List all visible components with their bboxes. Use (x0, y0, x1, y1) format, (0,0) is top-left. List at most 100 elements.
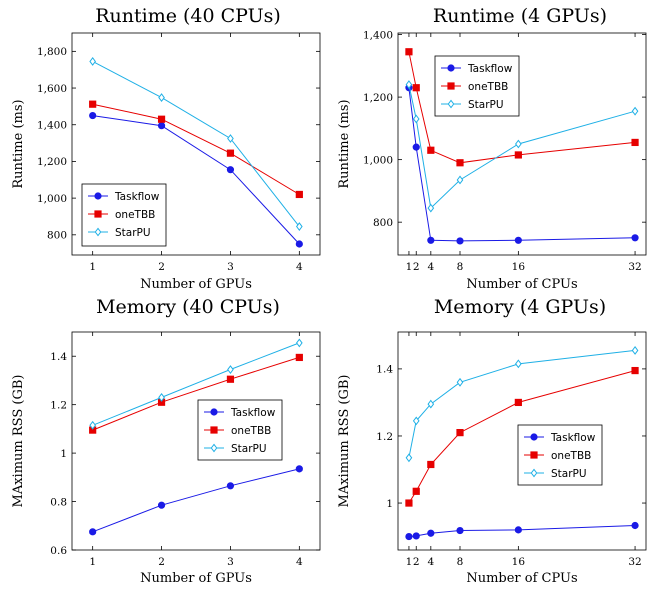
chart-title: Memory (40 CPUs) (96, 296, 280, 318)
data-point (456, 526, 464, 535)
data-point (631, 138, 639, 147)
legend-item-starpu: StarPU (204, 443, 267, 455)
chart-panel-1: Runtime (40 CPUs) 1 2 3 4 800 1,000 1,200 1,400 1… (11, 5, 321, 292)
plot-frame (71, 331, 321, 551)
series-taskflow (405, 521, 639, 541)
legend-item-taskflow: Taskflow (441, 63, 513, 75)
y-tick-label: 0.8 (50, 496, 67, 508)
legend-marker (210, 426, 218, 434)
data-point (456, 175, 464, 185)
series-onetbb (405, 366, 639, 507)
series-starpu (405, 80, 639, 213)
legend-label: Taskflow (114, 191, 160, 203)
x-tick-label: 1 (406, 556, 413, 568)
legend-label: StarPU (231, 443, 267, 455)
y-axis-label: MAximum RSS (GB) (337, 375, 352, 508)
data-point (226, 375, 235, 383)
legend-item-taskflow: Taskflow (88, 191, 160, 203)
data-point (412, 532, 420, 540)
legend-label: oneTBB (551, 450, 591, 462)
data-point (89, 111, 97, 120)
x-tick-label: 2 (158, 556, 165, 568)
legend: Taskflow oneTBB StarPU (81, 183, 167, 247)
data-point (158, 392, 165, 402)
data-point (427, 236, 435, 244)
data-point (157, 122, 166, 130)
data-point (456, 429, 464, 437)
legend-label: oneTBB (468, 81, 508, 93)
legend-marker (530, 433, 538, 441)
y-tick-label: 0.6 (50, 545, 67, 557)
y-tick-label: 1,200 (363, 92, 393, 104)
data-point (427, 529, 435, 537)
legend-marker (94, 192, 102, 200)
data-point (456, 159, 464, 167)
series-line (92, 60, 300, 227)
legend-item-starpu: StarPU (524, 468, 587, 480)
x-axis-label: Number of CPUs (466, 277, 577, 292)
series-line (92, 115, 300, 245)
legend-marker (94, 227, 102, 237)
data-point (412, 487, 420, 495)
plot-frame (397, 32, 647, 256)
y-tick-label: 1.2 (376, 431, 393, 443)
x-tick-label: 1 (89, 556, 96, 568)
data-point (427, 460, 435, 469)
legend-item-onetbb: oneTBB (441, 81, 508, 93)
x-tick-label: 16 (512, 261, 526, 273)
data-point (158, 93, 165, 103)
y-tick-label: 1,400 (363, 29, 393, 41)
legend-item-onetbb: oneTBB (88, 209, 155, 221)
y-axis-label: Runtime (ms) (11, 99, 26, 188)
data-point (226, 149, 235, 157)
x-tick-label: 4 (296, 261, 303, 273)
data-point (226, 166, 235, 174)
series-starpu (405, 346, 639, 463)
legend-item-taskflow: Taskflow (204, 407, 276, 419)
data-point (227, 134, 234, 143)
data-point (295, 240, 303, 248)
legend-item-onetbb: oneTBB (524, 450, 591, 462)
x-tick-label: 2 (413, 556, 420, 568)
data-point (295, 190, 303, 199)
data-point (157, 501, 166, 509)
data-point (427, 399, 435, 409)
legend-marker (530, 451, 538, 459)
legend-marker (210, 443, 218, 453)
x-axis-label: Number of GPUs (140, 277, 252, 292)
chart-title: Memory (4 GPUs) (434, 296, 606, 318)
x-axis-label: Number of CPUs (466, 571, 577, 586)
legend: Taskflow oneTBB StarPU (517, 424, 603, 486)
series-line (408, 51, 636, 164)
legend-marker (447, 64, 455, 72)
data-point (514, 236, 522, 244)
y-tick-label: 1,000 (363, 154, 393, 166)
legend-item-starpu: StarPU (88, 227, 151, 239)
x-tick-label: 2 (413, 261, 420, 273)
x-tick-label: 3 (227, 261, 234, 273)
data-point (89, 100, 97, 108)
series-taskflow (89, 111, 303, 248)
legend-label: Taskflow (550, 432, 596, 444)
x-axis-label: Number of GPUs (140, 571, 252, 586)
data-point (296, 222, 303, 231)
series-line (408, 525, 636, 538)
y-tick-label: 800 (373, 217, 393, 229)
data-point (514, 526, 522, 534)
data-point (412, 114, 420, 124)
series-line (92, 103, 300, 195)
data-point (89, 528, 97, 536)
data-point (412, 416, 420, 426)
series-line (92, 356, 300, 431)
legend-label: oneTBB (231, 425, 271, 437)
series-taskflow (89, 465, 303, 536)
x-tick-label: 4 (427, 261, 434, 273)
data-point (514, 398, 522, 407)
legend-item-taskflow: Taskflow (524, 432, 596, 444)
series-onetbb (89, 100, 303, 199)
x-tick-label: 4 (427, 556, 434, 568)
data-point (226, 482, 235, 490)
series-onetbb (405, 48, 639, 167)
series-line (92, 468, 300, 533)
y-tick-label: 1.4 (376, 364, 393, 376)
